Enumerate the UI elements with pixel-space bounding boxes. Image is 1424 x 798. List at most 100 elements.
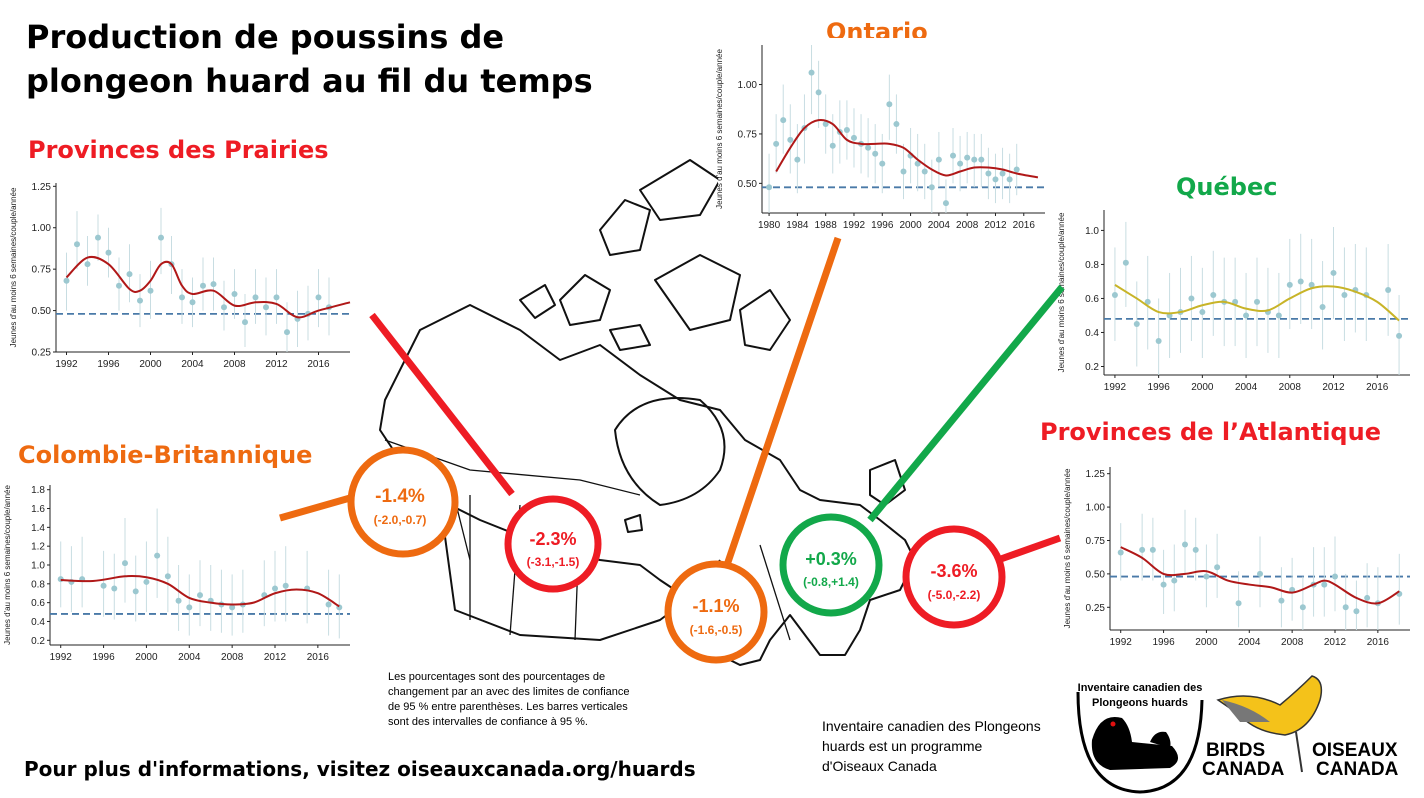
- data-point: [1319, 303, 1326, 310]
- data-point: [815, 89, 822, 96]
- data-point: [1278, 597, 1285, 604]
- data-point: [273, 294, 280, 301]
- data-point: [1122, 259, 1129, 266]
- chart-atlantic: 0.25 0.50 0.75 1.00 1.25 1992 1996 2000 2004 2008…: [1062, 455, 1412, 650]
- x-tick-label: 2000: [135, 652, 158, 663]
- data-point: [942, 200, 949, 207]
- x-tick-label: 1996: [1148, 382, 1171, 393]
- data-point: [74, 241, 80, 248]
- pct-circle-quebec: +0.3% (-0.8,+1.4): [779, 513, 883, 617]
- data-point: [850, 134, 857, 141]
- data-point: [1139, 546, 1146, 553]
- data-point: [116, 282, 122, 289]
- footer-link[interactable]: Pour plus d'informations, visitez oiseau…: [24, 757, 696, 781]
- data-point: [1297, 278, 1304, 285]
- data-point: [957, 160, 964, 167]
- data-point: [137, 297, 143, 304]
- pct-ring-ontario: [664, 560, 768, 664]
- data-point: [1111, 292, 1118, 299]
- footnote-line: changement par an avec des limites de co…: [388, 686, 630, 698]
- y-tick-label: 0.75: [1086, 536, 1106, 547]
- footnote: Les pourcentages sont des pourcentages d…: [388, 671, 630, 728]
- data-point: [872, 150, 879, 157]
- pct-ci-atlantic: (-5.0,-2.2): [928, 588, 981, 602]
- pct-value-bc: -1.4%: [375, 486, 425, 507]
- x-tick-label: 2004: [1238, 637, 1261, 648]
- data-point: [186, 604, 193, 611]
- y-tick-label: 0.50: [1086, 569, 1106, 580]
- trend-line: [775, 118, 1039, 179]
- data-point: [175, 597, 182, 604]
- pct-ring-quebec: [779, 513, 883, 617]
- data-point: [879, 160, 886, 167]
- pct-circle-ontario: -1.1% (-1.6,-0.5): [664, 560, 768, 664]
- pct-circle-atlantic: -3.6% (-5.0,-2.2): [902, 525, 1006, 629]
- data-point: [1254, 298, 1260, 305]
- y-tick-label: 0.50: [32, 306, 52, 317]
- x-tick-label: 1996: [1152, 637, 1175, 648]
- data-point: [1192, 546, 1199, 553]
- data-point: [1006, 176, 1013, 183]
- x-tick-label: 1996: [97, 359, 120, 370]
- y-tick-label: 0.25: [1086, 603, 1106, 614]
- x-tick-label: 2008: [223, 359, 246, 370]
- y-tick-label: 1.8: [31, 485, 45, 496]
- data-point: [147, 287, 154, 294]
- connector-line-bc: [279, 494, 351, 522]
- data-point: [284, 329, 290, 336]
- x-tick-label: 1992: [55, 359, 78, 370]
- data-point: [1299, 604, 1306, 611]
- x-tick-label: 2012: [984, 220, 1007, 231]
- x-tick-label: 2004: [181, 359, 204, 370]
- pct-circle-prairies: -2.3% (-3.1,-1.5): [504, 495, 602, 593]
- data-point: [1144, 298, 1151, 305]
- data-point: [893, 121, 900, 128]
- data-point: [179, 294, 185, 301]
- birds-canada-logo: BIRDS CANADA OISEAUX CANADA: [1202, 675, 1399, 780]
- data-point: [822, 121, 829, 128]
- y-tick-label: 0.75: [738, 129, 758, 140]
- chart-background: [1062, 202, 1412, 394]
- data-point: [1275, 312, 1282, 319]
- data-point: [829, 142, 836, 149]
- data-point: [886, 101, 893, 108]
- y-tick-label: 0.2: [1085, 362, 1099, 373]
- data-point: [1353, 608, 1360, 615]
- birds-canada-word: BIRDS: [1206, 740, 1265, 761]
- birds-canada-word: CANADA: [1202, 759, 1285, 780]
- perch-icon: [1295, 731, 1303, 773]
- data-point: [263, 304, 269, 311]
- arctic-island-4: [654, 254, 741, 331]
- data-point: [95, 234, 101, 241]
- y-tick-label: 0.4: [1085, 328, 1099, 339]
- y-axis-label: Jeunes d'au moins 6 semaines/couple/anné…: [9, 187, 18, 347]
- data-point: [766, 184, 773, 191]
- data-point: [242, 319, 248, 326]
- data-point: [808, 69, 815, 76]
- region-title-prairies: Provinces des Prairies: [28, 136, 329, 164]
- pct-ring-atlantic: [902, 525, 1006, 629]
- region-title-quebec: Québec: [1176, 173, 1277, 201]
- y-tick-label: 1.00: [1086, 503, 1106, 514]
- pct-value-quebec: +0.3%: [805, 549, 857, 569]
- data-point: [221, 304, 227, 311]
- data-point: [1155, 337, 1162, 344]
- data-point: [900, 168, 907, 175]
- data-point: [1133, 320, 1140, 327]
- data-point: [843, 126, 850, 133]
- loon-logo-arc: [1076, 691, 1204, 794]
- island-south-1: [624, 514, 643, 533]
- loon-logo-text: Inventaire canadien des: [1078, 682, 1203, 694]
- y-tick-label: 1.25: [32, 182, 52, 193]
- data-point: [780, 117, 787, 124]
- x-tick-label: 2016: [1013, 220, 1036, 231]
- trend-line: [1120, 546, 1400, 605]
- data-point: [1286, 281, 1293, 288]
- pct-ci-prairies: (-3.1,-1.5): [527, 555, 580, 569]
- x-tick-label: 2008: [1279, 382, 1302, 393]
- y-tick-label: 1.00: [32, 223, 52, 234]
- data-point: [158, 234, 164, 241]
- x-tick-label: 1988: [815, 220, 838, 231]
- y-tick-label: 0.25: [32, 348, 52, 359]
